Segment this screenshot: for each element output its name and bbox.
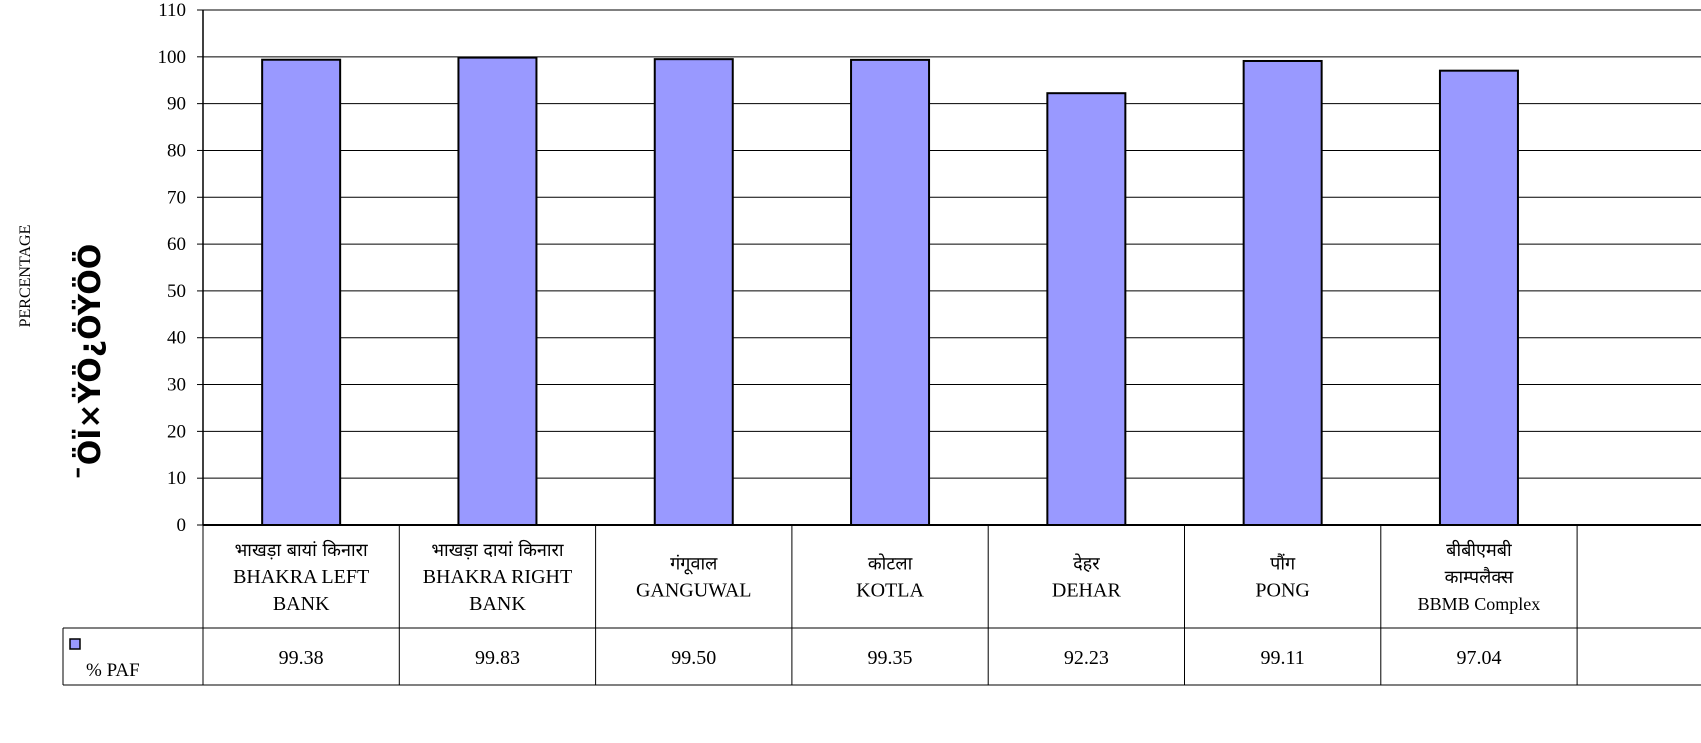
data-label: 99.83 bbox=[475, 647, 520, 669]
category-label-english: PONG bbox=[1255, 580, 1309, 602]
category-label-hindi: भाखड़ा बायां किनारा bbox=[235, 539, 368, 561]
category-label-english: BANK bbox=[469, 593, 526, 615]
data-label: 92.23 bbox=[1064, 647, 1109, 669]
bar bbox=[653, 58, 734, 527]
bar bbox=[850, 58, 931, 527]
y-tick-label: 60 bbox=[167, 234, 186, 255]
y-tick-label: 30 bbox=[167, 375, 186, 396]
y-axis-label: PERCENTAGE bbox=[17, 225, 34, 328]
bar bbox=[1242, 59, 1323, 527]
category-label-hindi: देहर bbox=[1073, 553, 1100, 575]
data-label: 99.11 bbox=[1261, 647, 1305, 669]
bar bbox=[457, 56, 538, 526]
y-axis-label-garbled: ¯ÖÏ×ŸÖ¿ÖŸÖÖ bbox=[71, 244, 108, 480]
category-label-english: DEHAR bbox=[1052, 580, 1122, 602]
data-label: 99.50 bbox=[671, 647, 716, 669]
y-tick-label: 10 bbox=[167, 468, 186, 489]
category-label-english: KOTLA bbox=[856, 580, 924, 602]
axis-labels: PERCENTAGE ¯ÖÏ×ŸÖ¿ÖŸÖÖ bbox=[17, 225, 108, 481]
y-tick-label: 20 bbox=[167, 421, 186, 442]
data-label: 97.04 bbox=[1456, 647, 1501, 669]
bar-layer bbox=[261, 56, 1519, 527]
data-table: भाखड़ा बायां किनारा BHAKRA LEFT BANK भाखड़ा… bbox=[62, 525, 1701, 686]
y-tick-label: 70 bbox=[167, 187, 186, 208]
data-label: 99.35 bbox=[868, 647, 913, 669]
category-label-english: BHAKRA RIGHT bbox=[423, 566, 572, 588]
category-label-english: BHAKRA LEFT bbox=[233, 566, 369, 588]
category-label-hindi: भाखड़ा दायां किनारा bbox=[431, 539, 564, 561]
category-label-english: BANK bbox=[273, 593, 330, 615]
bar bbox=[1438, 69, 1519, 526]
category-label-hindi: काम्पलैक्स bbox=[1445, 566, 1514, 588]
axis-layer: 0 10 20 30 40 50 60 70 80 90 100 110 bbox=[158, 0, 1701, 536]
category-label-hindi: पौंग bbox=[1270, 553, 1296, 575]
data-label: 99.38 bbox=[279, 647, 324, 669]
y-tick-label: 80 bbox=[167, 140, 186, 161]
y-tick-label: 50 bbox=[167, 281, 186, 302]
legend-label: % PAF bbox=[86, 660, 140, 681]
category-label-hindi: बीबीएमबी bbox=[1446, 539, 1512, 561]
legend-swatch bbox=[69, 638, 81, 650]
y-tick-label: 110 bbox=[158, 0, 186, 21]
y-tick-label: 40 bbox=[167, 328, 186, 349]
y-tick-label: 100 bbox=[158, 47, 187, 68]
bar bbox=[261, 58, 342, 526]
y-tick-label: 0 bbox=[177, 515, 187, 536]
category-label-hindi: गंगूवाल bbox=[670, 554, 718, 575]
category-label-english: GANGUWAL bbox=[636, 580, 752, 602]
bar bbox=[1046, 92, 1127, 526]
category-label-english: BBMB Complex bbox=[1418, 594, 1541, 614]
category-label-hindi: कोटला bbox=[868, 553, 913, 575]
y-tick-label: 90 bbox=[167, 94, 186, 115]
